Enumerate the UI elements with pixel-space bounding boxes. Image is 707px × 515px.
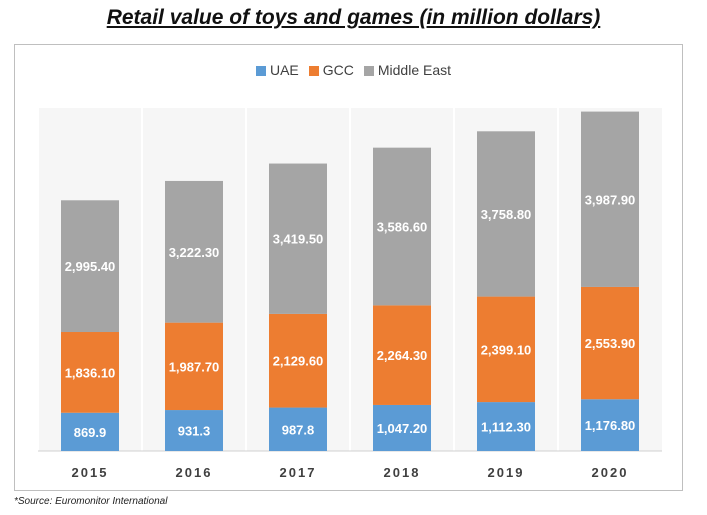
data-label: 987.8 [282, 422, 315, 437]
bar-gcc-2017 [269, 313, 327, 408]
legend-item-middle-east: Middle East [363, 62, 452, 78]
x-tick-label: 2019 [488, 465, 525, 480]
bar-gcc-2016 [165, 322, 223, 411]
legend: UAE GCC Middle East [0, 62, 707, 78]
legend-swatch [308, 66, 319, 76]
legend-label: Middle East [377, 62, 452, 78]
bar-middle-east-2020 [581, 111, 639, 287]
bar-uae-2019 [477, 402, 535, 451]
bar-middle-east-2015 [61, 200, 119, 333]
legend-label: UAE [269, 62, 299, 78]
data-label: 1,112.30 [481, 420, 531, 435]
source-note: *Source: Euromonitor International [14, 496, 168, 507]
bar-uae-2017 [269, 407, 327, 451]
legend-item-gcc: GCC [308, 62, 354, 78]
x-tick-label: 2015 [72, 465, 109, 480]
x-tick-label: 2017 [280, 465, 317, 480]
data-label: 1,047.20 [377, 421, 428, 436]
bar-gcc-2018 [373, 305, 431, 405]
data-label: 1,836.10 [65, 365, 116, 380]
data-label: 3,758.80 [481, 207, 532, 222]
x-tick-label: 2018 [384, 465, 421, 480]
bar-middle-east-2016 [165, 180, 223, 323]
x-tick-label: 2020 [592, 465, 629, 480]
data-label: 869.9 [74, 425, 107, 440]
data-label: 2,264.30 [377, 348, 428, 363]
data-label: 3,419.50 [273, 232, 324, 247]
bar-uae-2016 [165, 410, 223, 451]
bar-uae-2018 [373, 404, 431, 451]
data-label: 931.3 [178, 424, 211, 439]
chart-frame [14, 44, 683, 491]
legend-item-uae: UAE [255, 62, 299, 78]
bar-middle-east-2017 [269, 163, 327, 314]
legend-label: GCC [322, 62, 354, 78]
data-label: 1,176.80 [585, 418, 636, 433]
data-label: 2,129.60 [273, 354, 324, 369]
legend-swatch [255, 66, 266, 76]
data-label: 2,995.40 [65, 259, 116, 274]
bar-gcc-2015 [61, 332, 119, 413]
bar-uae-2020 [581, 399, 639, 451]
data-label: 1,987.70 [169, 359, 220, 374]
bar-gcc-2019 [477, 296, 535, 403]
legend-swatch [363, 66, 374, 76]
chart-title: Retail value of toys and games (in milli… [106, 6, 601, 29]
data-label: 3,586.60 [377, 220, 428, 235]
x-tick-label: 2016 [176, 465, 213, 480]
bar-middle-east-2018 [373, 147, 431, 306]
bar-middle-east-2019 [477, 131, 535, 297]
data-label: 3,987.90 [585, 192, 636, 207]
data-label: 2,399.10 [481, 342, 532, 357]
bar-gcc-2020 [581, 286, 639, 400]
bar-uae-2015 [61, 412, 119, 451]
data-label: 3,222.30 [169, 245, 220, 260]
data-label: 2,553.90 [585, 336, 636, 351]
